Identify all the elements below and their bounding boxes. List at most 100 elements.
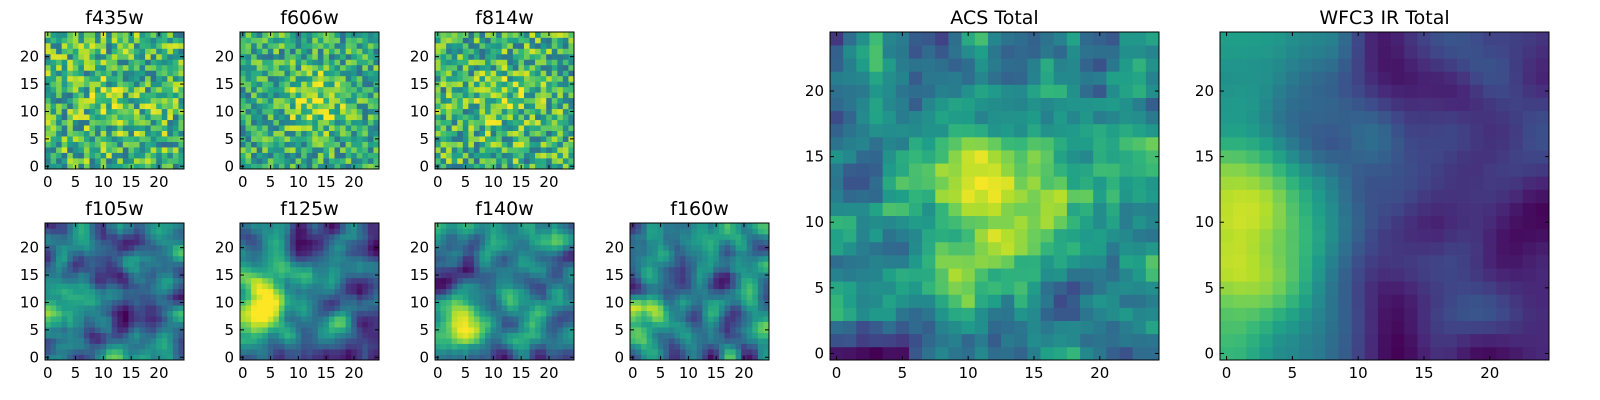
heatmap-cell <box>922 320 936 335</box>
heatmap-cell <box>95 147 101 153</box>
heatmap-cell <box>473 141 480 148</box>
heatmap-cell <box>562 338 569 344</box>
heatmap-cell <box>635 266 642 273</box>
heatmap-cell <box>89 343 96 350</box>
heatmap-cell <box>328 42 335 49</box>
heatmap-cell <box>351 130 358 137</box>
heatmap-cell <box>89 354 96 361</box>
heatmap-cell <box>473 97 480 104</box>
heatmap-cell <box>501 163 508 170</box>
heatmap-cell <box>501 250 508 257</box>
heatmap-cell <box>496 272 503 279</box>
heatmap-cell <box>83 223 90 229</box>
heatmap-cell <box>356 59 363 66</box>
heatmap-cell <box>262 114 269 121</box>
heatmap-cell <box>961 176 976 190</box>
heatmap-cell <box>56 108 63 115</box>
heatmap-cell <box>284 147 291 153</box>
heatmap-cell <box>462 92 469 99</box>
heatmap-cell <box>251 354 258 361</box>
heatmap-cell <box>518 75 525 82</box>
heatmap-cell <box>551 250 558 257</box>
heatmap-cell <box>61 125 68 131</box>
heatmap-cell <box>323 321 330 328</box>
heatmap-cell <box>245 255 252 262</box>
heatmap-cell <box>278 103 285 110</box>
heatmap-cell <box>340 48 346 55</box>
heatmap-cell <box>568 288 575 295</box>
heatmap-cell <box>501 321 508 328</box>
heatmap-cell <box>1119 333 1134 348</box>
heatmap-cell <box>61 53 68 60</box>
heatmap-cell <box>95 103 101 110</box>
heatmap-cell <box>106 244 113 251</box>
heatmap-cell <box>100 136 107 142</box>
heatmap-cell <box>111 108 118 115</box>
heatmap-cell <box>356 266 363 273</box>
heatmap-cell <box>702 338 709 344</box>
heatmap-cell <box>100 299 107 306</box>
heatmap-cell <box>367 305 374 312</box>
heatmap-cell <box>479 354 486 361</box>
heatmap-cell <box>540 48 547 55</box>
heatmap-cell <box>145 223 151 229</box>
heatmap-cell <box>278 108 285 115</box>
heatmap-cell <box>78 288 85 295</box>
heatmap-cell <box>67 332 74 339</box>
heatmap-cell <box>111 114 118 121</box>
heatmap-cell <box>763 338 770 344</box>
heatmap-cell <box>150 86 157 93</box>
heatmap-cell <box>256 266 263 273</box>
heatmap-cell <box>551 42 558 49</box>
heatmap-cell <box>273 255 280 262</box>
heatmap-cell <box>696 299 703 306</box>
heatmap-cell <box>251 277 258 284</box>
heatmap-cell <box>67 92 74 99</box>
heatmap-cell <box>1080 228 1094 243</box>
heatmap-cell <box>312 114 319 121</box>
heatmap-cell <box>718 327 725 333</box>
heatmap-cell <box>72 349 79 355</box>
heatmap-cell <box>128 321 135 328</box>
heatmap-cell <box>328 277 335 284</box>
heatmap-cell <box>1040 333 1055 348</box>
heatmap-cell <box>362 327 369 333</box>
y-tick-label: 20 <box>215 48 234 66</box>
heatmap-cell <box>485 32 491 38</box>
heatmap-cell <box>61 316 68 322</box>
heatmap-cell <box>752 272 759 279</box>
heatmap-cell <box>290 125 296 131</box>
heatmap-cell <box>56 294 63 301</box>
heatmap-cell <box>45 228 51 235</box>
heatmap-cell <box>479 349 486 355</box>
heatmap-cell <box>295 305 302 312</box>
heatmap-cell <box>334 37 341 44</box>
heatmap-cell <box>462 310 469 317</box>
heatmap-cell <box>557 327 564 333</box>
heatmap-cell <box>172 277 179 284</box>
heatmap-cell <box>356 277 363 284</box>
heatmap-cell <box>117 130 124 137</box>
heatmap-cell <box>457 48 464 55</box>
heatmap-cell <box>50 266 57 273</box>
heatmap-cell <box>730 244 736 251</box>
heatmap-cell <box>446 103 453 110</box>
heatmap-cell <box>122 32 129 38</box>
heatmap-cell <box>345 64 352 71</box>
heatmap-cell <box>485 130 491 137</box>
heatmap-cell <box>535 59 541 66</box>
heatmap-cell <box>652 228 659 235</box>
heatmap-cell <box>161 125 168 131</box>
heatmap-cell <box>290 272 296 279</box>
heatmap-cell <box>546 277 553 284</box>
heatmap-cell <box>724 261 731 268</box>
heatmap-cell <box>334 70 341 77</box>
heatmap-cell <box>323 130 330 137</box>
heatmap-cell <box>763 223 770 229</box>
heatmap-cell <box>245 299 252 306</box>
heatmap-cell <box>67 305 74 312</box>
heatmap-cell <box>367 125 374 131</box>
heatmap-cell <box>317 255 324 262</box>
heatmap-cell <box>535 163 541 170</box>
